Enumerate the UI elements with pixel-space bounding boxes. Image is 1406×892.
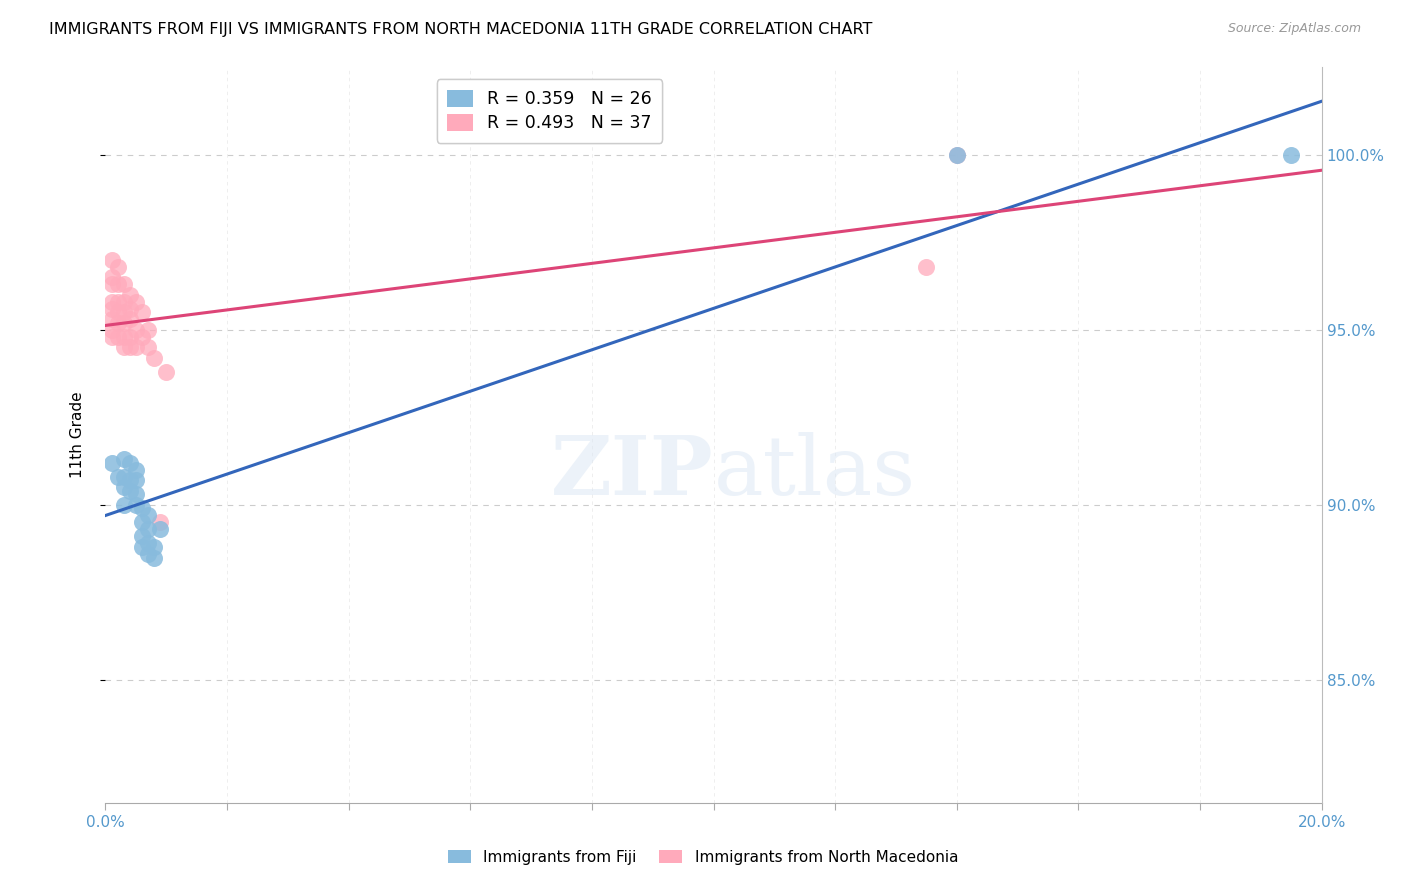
Point xyxy=(125,487,148,501)
Point xyxy=(136,523,159,537)
Point xyxy=(112,330,135,344)
Point xyxy=(100,456,122,470)
Point xyxy=(136,508,159,523)
Point xyxy=(155,365,177,379)
Point xyxy=(112,294,135,309)
Point xyxy=(136,536,159,550)
Point xyxy=(107,277,129,292)
Point xyxy=(125,474,148,488)
Point xyxy=(131,305,153,319)
Point xyxy=(100,330,122,344)
Point xyxy=(107,330,129,344)
Point xyxy=(100,270,122,285)
Point xyxy=(118,474,141,488)
Point xyxy=(107,294,129,309)
Point xyxy=(125,340,148,354)
Point xyxy=(143,351,166,365)
Point xyxy=(136,323,159,337)
Point xyxy=(1279,147,1302,161)
Point xyxy=(112,480,135,494)
Point xyxy=(149,516,172,530)
Point xyxy=(131,330,153,344)
Point xyxy=(100,312,122,326)
Point xyxy=(100,323,122,337)
Point xyxy=(136,340,159,354)
Point xyxy=(112,498,135,512)
Legend: R = 0.359   N = 26, R = 0.493   N = 37: R = 0.359 N = 26, R = 0.493 N = 37 xyxy=(437,79,662,143)
Point xyxy=(131,501,153,516)
Point xyxy=(945,147,967,161)
Point xyxy=(125,498,148,512)
Point xyxy=(100,294,122,309)
Y-axis label: 11th Grade: 11th Grade xyxy=(70,392,84,478)
Legend: Immigrants from Fiji, Immigrants from North Macedonia: Immigrants from Fiji, Immigrants from No… xyxy=(441,844,965,871)
Point xyxy=(100,277,122,292)
Point xyxy=(100,301,122,316)
Point xyxy=(107,260,129,274)
Point xyxy=(149,523,172,537)
Point xyxy=(945,147,967,161)
Point xyxy=(118,330,141,344)
Point xyxy=(118,483,141,498)
Point xyxy=(112,316,135,330)
Point xyxy=(107,316,129,330)
Text: ZIP: ZIP xyxy=(551,432,713,512)
Text: Source: ZipAtlas.com: Source: ZipAtlas.com xyxy=(1227,22,1361,36)
Point xyxy=(112,340,135,354)
Point xyxy=(118,340,141,354)
Point xyxy=(125,323,148,337)
Point xyxy=(118,301,141,316)
Point xyxy=(112,305,135,319)
Point xyxy=(107,470,129,484)
Point xyxy=(143,540,166,554)
Point xyxy=(107,305,129,319)
Point xyxy=(136,547,159,561)
Point xyxy=(118,456,141,470)
Point xyxy=(131,529,153,543)
Point xyxy=(112,470,135,484)
Point xyxy=(143,550,166,565)
Point xyxy=(118,312,141,326)
Point xyxy=(125,463,148,477)
Point xyxy=(125,294,148,309)
Point xyxy=(131,516,153,530)
Point xyxy=(112,277,135,292)
Point xyxy=(118,287,141,301)
Text: IMMIGRANTS FROM FIJI VS IMMIGRANTS FROM NORTH MACEDONIA 11TH GRADE CORRELATION C: IMMIGRANTS FROM FIJI VS IMMIGRANTS FROM … xyxy=(49,22,873,37)
Point xyxy=(915,260,938,274)
Text: atlas: atlas xyxy=(713,432,915,512)
Point xyxy=(100,252,122,267)
Point xyxy=(112,452,135,467)
Point xyxy=(131,540,153,554)
